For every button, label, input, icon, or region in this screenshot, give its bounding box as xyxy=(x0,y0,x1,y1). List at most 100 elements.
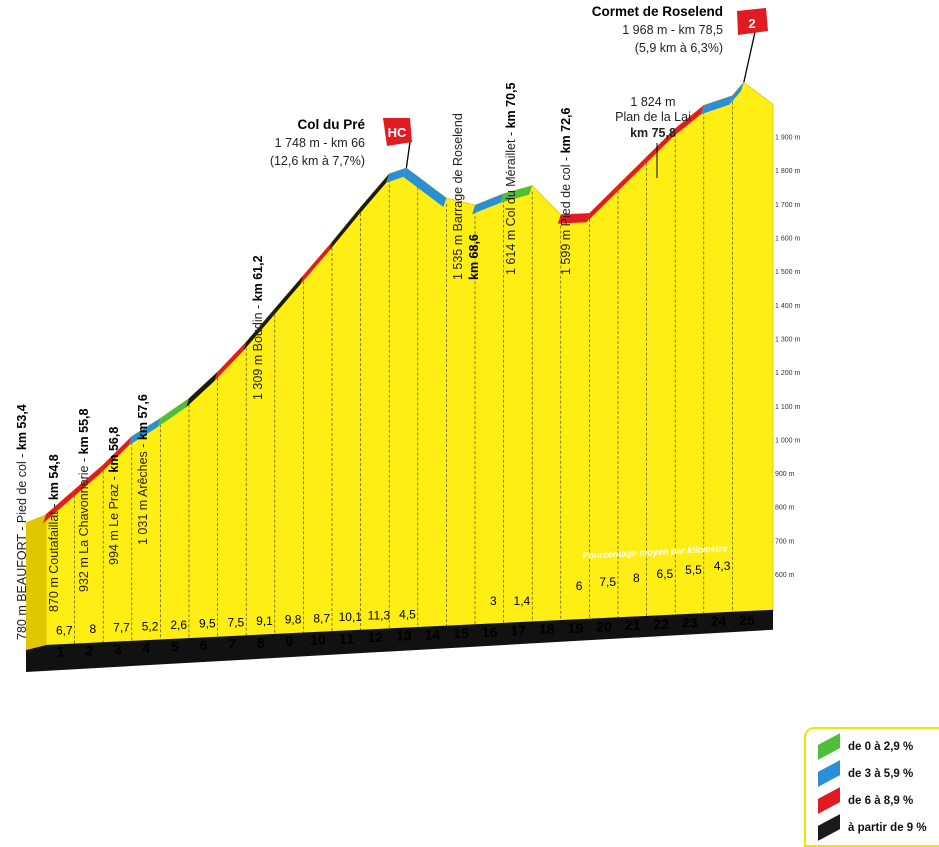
profile-body: 1 2 3 4 5 6 7 8 9 10 11 12 13 14 15 16 17 18 19 20 21 22 23 24 2… xyxy=(26,81,774,672)
km-label: 18 xyxy=(539,621,555,637)
gradient-value: 9,8 xyxy=(285,613,302,627)
km-label: 14 xyxy=(425,626,441,642)
km-label: 24 xyxy=(711,613,727,629)
y-tick: 1 900 m xyxy=(775,135,800,142)
y-tick: 600 m xyxy=(775,572,795,579)
km-label: 19 xyxy=(568,620,584,636)
y-tick: 1 100 m xyxy=(775,404,800,411)
gradient-segment xyxy=(271,275,304,318)
category-flag xyxy=(737,8,768,35)
y-tick: 1 500 m xyxy=(775,269,800,276)
legend-item: de 6 à 8,9 % xyxy=(818,787,914,814)
summit-name: Cormet de Roselend xyxy=(592,4,723,19)
legend-label: de 3 à 5,9 % xyxy=(848,767,914,780)
km-label: 9 xyxy=(286,633,294,649)
km-label: 23 xyxy=(682,614,698,630)
gradient-value: 8 xyxy=(633,571,640,585)
y-tick: 1 600 m xyxy=(775,236,800,243)
gradient-value: 7,5 xyxy=(228,615,245,629)
y-tick: 800 m xyxy=(775,505,795,512)
summit-stats: (5,9 km à 6,3%) xyxy=(635,41,723,55)
y-tick: 1 400 m xyxy=(775,303,800,310)
waypoint-label: 1 031 m Arêches - km 57,6 xyxy=(136,394,150,545)
gradient-segment xyxy=(71,464,104,499)
km-label: 1 xyxy=(57,644,65,660)
profile-side xyxy=(26,514,46,650)
gradient-value: 2,6 xyxy=(170,618,187,632)
km-label: 13 xyxy=(396,628,412,644)
gradient-value: 7,7 xyxy=(113,621,130,635)
gradient-ribbon xyxy=(43,82,744,524)
km-label: 15 xyxy=(453,625,469,641)
category-label: 2 xyxy=(748,16,755,31)
waypoint-labels: 780 m BEAUFORT - Pied de col - km 53,487… xyxy=(15,82,573,640)
legend-label: de 6 à 8,9 % xyxy=(848,794,914,807)
legend-item: de 3 à 5,9 % xyxy=(818,760,914,787)
legend-swatch xyxy=(818,733,840,760)
gradient-segment xyxy=(386,167,407,183)
plan-lai-km: km 75,8 xyxy=(630,126,676,140)
gradient-value: 4,3 xyxy=(714,559,731,573)
gradient-value: 9,1 xyxy=(256,614,273,628)
waypoint-label: 870 m Coutafaillat - km 54,8 xyxy=(47,454,61,612)
plan-lai-altitude: 1 824 m xyxy=(630,95,675,109)
gradient-value: 6 xyxy=(576,579,583,593)
flag-pole xyxy=(743,31,756,83)
gradient-segment xyxy=(403,167,447,208)
km-label: 22 xyxy=(653,616,669,632)
summit-labels: Col du Pré 1 748 m - km 66 (12,6 km à 7,7%… xyxy=(270,4,768,178)
gradient-value: 4,5 xyxy=(399,607,416,621)
summit-altitude: 1 748 m - km 66 xyxy=(275,136,365,150)
gradient-segment xyxy=(643,128,676,166)
km-label: 3 xyxy=(114,641,122,657)
gradient-value: 5,2 xyxy=(142,619,159,633)
km-label: 4 xyxy=(143,640,151,656)
legend-label: de 0 à 2,9 % xyxy=(848,740,914,753)
gradient-value: 7,5 xyxy=(599,575,616,589)
gradient-value: 8 xyxy=(90,622,97,636)
gradient-value: 8,7 xyxy=(313,611,330,625)
gradient-segment xyxy=(214,341,247,381)
km-label: 7 xyxy=(228,636,236,652)
km-label: 8 xyxy=(257,634,265,650)
gradient-segment xyxy=(557,213,590,224)
km-band xyxy=(26,609,773,672)
legend-label: à partir de 9 % xyxy=(848,821,927,834)
category-flag xyxy=(383,118,412,146)
flag-pole xyxy=(405,141,411,169)
legend-swatch xyxy=(818,814,840,841)
km-band-side xyxy=(26,633,46,650)
summit-name: Col du Pré xyxy=(297,117,365,132)
gradient-segment xyxy=(300,242,332,285)
gradient-segment xyxy=(128,418,161,446)
gradient-legend: de 0 à 2,9 % de 3 à 5,9 % de 6 à 8,9 % à pa… xyxy=(804,727,939,847)
waypoint-label: 780 m BEAUFORT - Pied de col - km 53,4 xyxy=(15,404,29,640)
waypoint-label: 1 535 m Barrage de Roselend xyxy=(451,113,465,280)
summit-stats: (12,6 km à 7,7%) xyxy=(270,154,365,168)
waypoint-label-km: km 68,6 xyxy=(467,234,481,280)
waypoint-label: 1 599 m Pied de col - km 72,6 xyxy=(559,107,573,275)
profile-area xyxy=(45,81,774,646)
gradient-segment xyxy=(700,95,733,115)
gradient-value: 11,3 xyxy=(368,609,391,623)
km-label: 25 xyxy=(739,612,755,628)
gradient-segment xyxy=(100,436,132,474)
gradient-value: 5,5 xyxy=(685,563,702,577)
km-label: 17 xyxy=(510,622,526,638)
waypoint-label: 1 614 m Col du Méraillet - km 70,5 xyxy=(504,82,518,275)
waypoint-label: 1 309 m Boudin - km 61,2 xyxy=(251,255,265,400)
km-label: 20 xyxy=(596,618,612,634)
gradient-segment xyxy=(500,185,533,203)
gradient-segment xyxy=(329,207,361,252)
y-tick: 1 800 m xyxy=(775,168,800,175)
category-label: HC xyxy=(388,125,407,140)
gradient-segment xyxy=(672,105,704,138)
gradient-segment xyxy=(357,173,390,217)
gradient-value: 10,1 xyxy=(339,610,363,624)
km-label: 21 xyxy=(625,617,641,633)
gradient-segment xyxy=(157,398,189,428)
km-label: 6 xyxy=(200,637,208,653)
gradient-value: 3 xyxy=(490,594,497,608)
summit-altitude: 1 968 m - km 78,5 xyxy=(622,23,723,37)
